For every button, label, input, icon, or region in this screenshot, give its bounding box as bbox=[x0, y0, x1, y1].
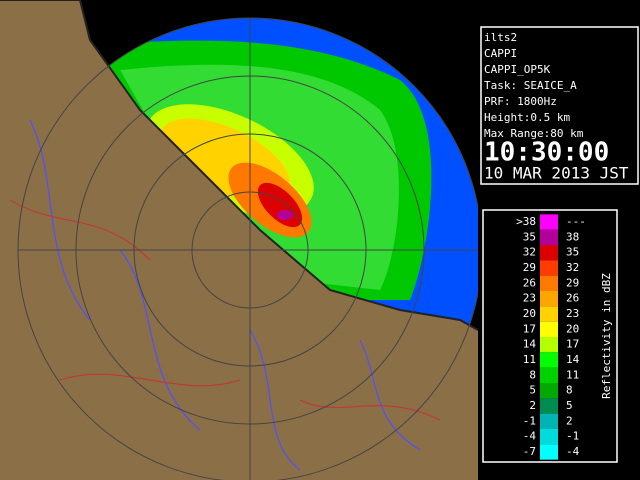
legend-low: 2 bbox=[529, 399, 536, 412]
legend-low: 17 bbox=[523, 322, 536, 335]
legend-low: 32 bbox=[523, 246, 536, 259]
legend-high: 38 bbox=[566, 230, 579, 243]
legend-swatch bbox=[540, 337, 558, 353]
legend-low: 35 bbox=[523, 230, 536, 243]
legend-high: 29 bbox=[566, 276, 579, 289]
legend-swatch bbox=[540, 429, 558, 445]
boundaries bbox=[9, 199, 441, 421]
info-line: PRF: 1800Hz bbox=[484, 95, 557, 108]
legend-low: -4 bbox=[523, 430, 537, 443]
info-line: Max Range:80 km bbox=[484, 127, 584, 140]
legend-swatch bbox=[540, 260, 558, 276]
legend-high: 26 bbox=[566, 292, 579, 305]
echo-purple bbox=[277, 210, 293, 220]
legend-swatch bbox=[540, 214, 558, 230]
legend-swatch bbox=[540, 245, 558, 261]
coastline bbox=[0, 0, 478, 331]
legend-low: >38 bbox=[516, 215, 536, 228]
legend-low: 8 bbox=[529, 368, 536, 381]
info-line: Height:0.5 km bbox=[484, 111, 570, 124]
legend-high: 20 bbox=[566, 322, 579, 335]
map bbox=[0, 0, 478, 480]
range-rings bbox=[17, 17, 478, 480]
legend-low: 11 bbox=[523, 353, 536, 366]
info-line: ilts2 bbox=[484, 31, 517, 44]
legend-high: 32 bbox=[566, 261, 579, 274]
legend-swatch bbox=[540, 398, 558, 414]
legend-high: 2 bbox=[566, 414, 573, 427]
legend-low: 14 bbox=[523, 338, 537, 351]
legend-swatch bbox=[540, 444, 558, 460]
legend-low: -7 bbox=[523, 445, 536, 458]
legend-swatch bbox=[540, 275, 558, 291]
legend-high: --- bbox=[566, 215, 586, 228]
info-line: CAPPI_OP5K bbox=[484, 63, 551, 76]
rivers bbox=[29, 119, 421, 471]
legend: >38 --- 35 38 32 35 29 32 26 29 23 26 20 23 17 20 14 17 11… bbox=[516, 214, 586, 460]
legend-swatch bbox=[540, 413, 558, 429]
legend-swatch bbox=[540, 306, 558, 322]
legend-low: -1 bbox=[523, 414, 536, 427]
legend-low: 26 bbox=[523, 276, 536, 289]
legend-swatch bbox=[540, 367, 558, 383]
info-panel: ilts2 CAPPI CAPPI_OP5K Task: SEAICE_A PRF: 1… bbox=[484, 31, 584, 140]
info-box bbox=[480, 26, 639, 185]
legend-swatch bbox=[540, 291, 558, 307]
legend-high: 35 bbox=[566, 246, 579, 259]
legend-high: 23 bbox=[566, 307, 579, 320]
legend-high: 17 bbox=[566, 338, 579, 351]
info-line: CAPPI bbox=[484, 47, 517, 60]
legend-title: Reflectivity in dBZ bbox=[600, 273, 613, 399]
legend-high: -4 bbox=[566, 445, 580, 458]
legend-swatch bbox=[540, 352, 558, 368]
date: 10 MAR 2013 JST bbox=[484, 164, 629, 183]
legend-low: 29 bbox=[523, 261, 536, 274]
legend-swatch bbox=[540, 321, 558, 337]
legend-swatch bbox=[540, 383, 558, 399]
legend-high: -1 bbox=[566, 430, 579, 443]
legend-low: 20 bbox=[523, 307, 536, 320]
legend-high: 8 bbox=[566, 384, 573, 397]
info-line: Task: SEAICE_A bbox=[484, 79, 577, 92]
land bbox=[0, 0, 478, 480]
legend-high: 14 bbox=[566, 353, 580, 366]
legend-low: 23 bbox=[523, 292, 536, 305]
legend-low: 5 bbox=[529, 384, 536, 397]
legend-high: 11 bbox=[566, 368, 579, 381]
legend-swatch bbox=[540, 229, 558, 245]
time: 10:30:00 bbox=[484, 138, 609, 168]
legend-high: 5 bbox=[566, 399, 573, 412]
